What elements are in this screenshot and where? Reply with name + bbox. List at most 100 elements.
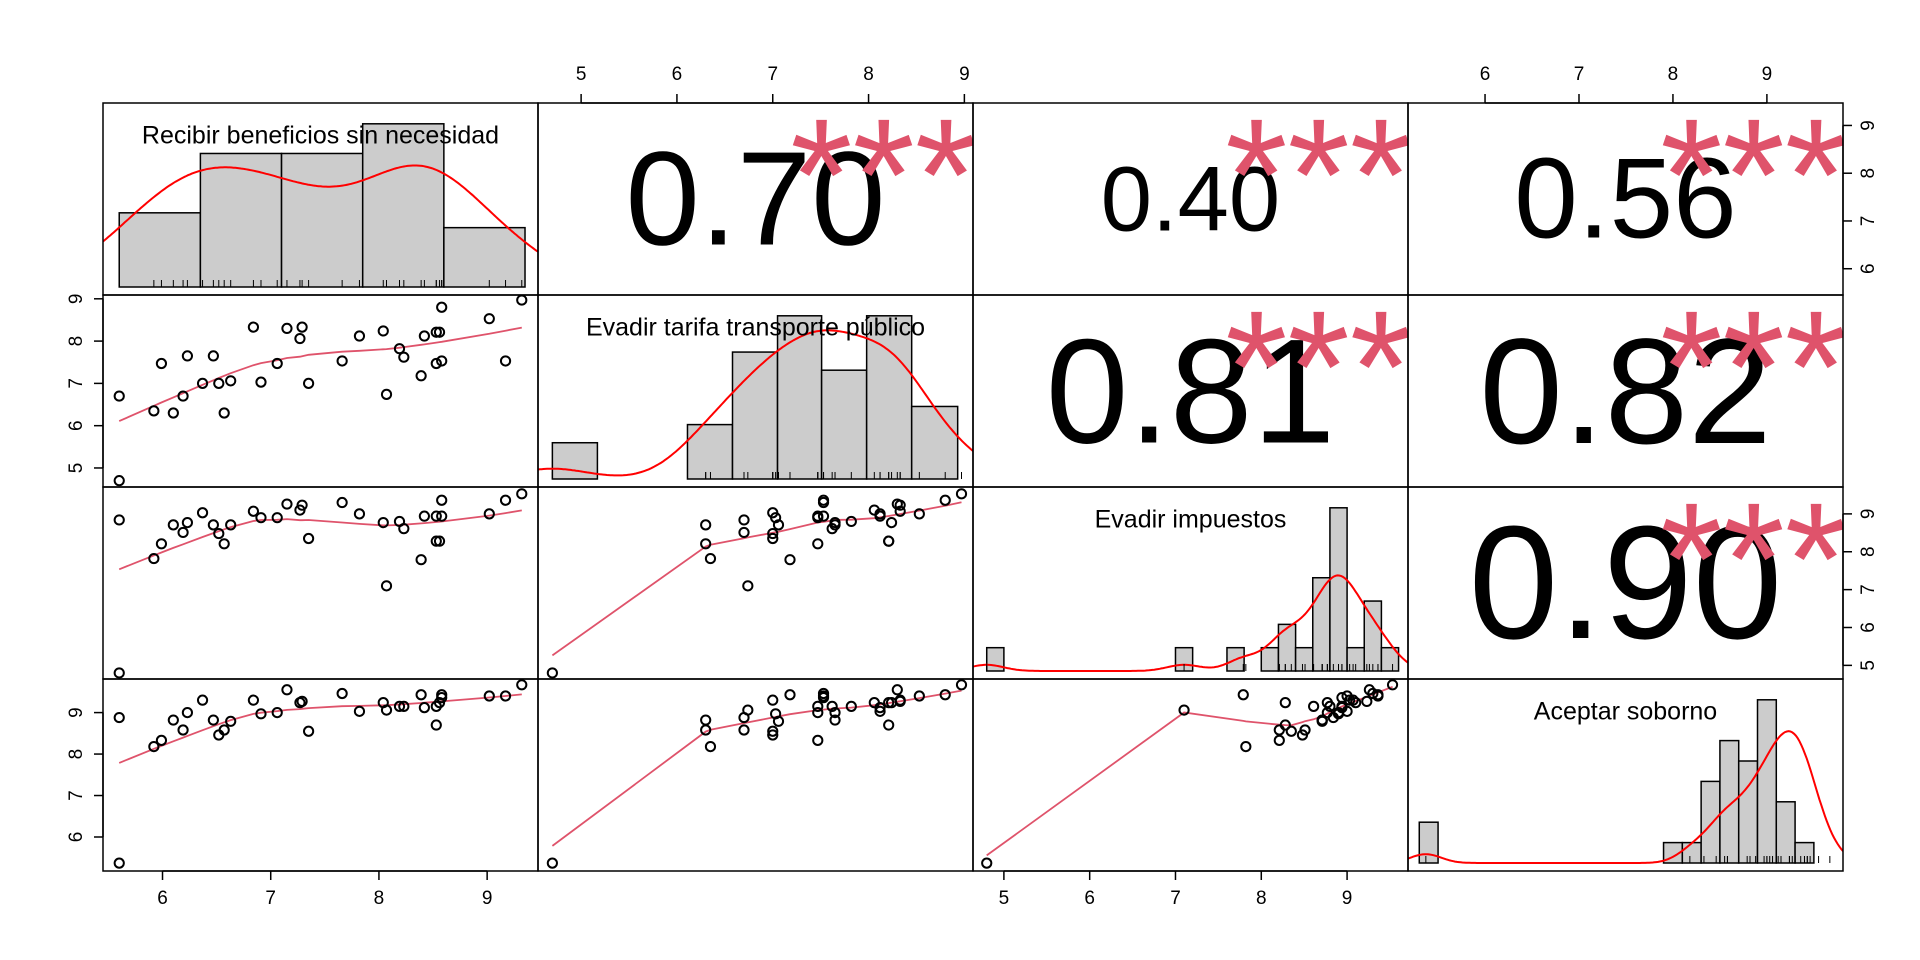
fit-line bbox=[118, 326, 522, 422]
point bbox=[294, 332, 306, 345]
y-tick-label: 7 bbox=[66, 790, 87, 801]
point bbox=[939, 689, 951, 701]
x-tick-label: 8 bbox=[863, 64, 874, 85]
correlation-value: 0.56 bbox=[1514, 136, 1736, 263]
point bbox=[770, 512, 782, 524]
point bbox=[767, 729, 779, 741]
point bbox=[418, 702, 430, 714]
point bbox=[829, 706, 841, 719]
correlation-panel: 0.70*** bbox=[625, 85, 977, 274]
point bbox=[1316, 715, 1328, 727]
point bbox=[874, 705, 886, 717]
correlation-value: 0.81 bbox=[1046, 308, 1336, 475]
point bbox=[218, 407, 230, 419]
point bbox=[296, 499, 308, 511]
histogram-bar bbox=[820, 369, 868, 480]
point bbox=[826, 523, 838, 535]
scatter-panel bbox=[546, 679, 968, 869]
correlation-panel: 0.82*** bbox=[1479, 295, 1843, 475]
y-tick-label: 8 bbox=[66, 336, 87, 347]
x-tick-label: 6 bbox=[672, 64, 683, 85]
histogram-bar bbox=[1775, 801, 1796, 864]
point bbox=[1279, 719, 1291, 731]
point bbox=[1336, 692, 1348, 704]
y-tick-label: 5 bbox=[1858, 660, 1879, 671]
point bbox=[336, 496, 348, 509]
panel-border bbox=[537, 678, 974, 872]
histogram-bar bbox=[118, 212, 202, 288]
point bbox=[336, 355, 348, 367]
x-tick-label: 8 bbox=[1256, 888, 1267, 909]
point bbox=[155, 357, 168, 370]
scatter-panel bbox=[981, 679, 1399, 869]
histogram-bar bbox=[1681, 841, 1702, 864]
point bbox=[113, 711, 125, 724]
density-curve bbox=[103, 164, 538, 253]
point bbox=[393, 343, 406, 355]
point bbox=[380, 388, 393, 400]
point bbox=[418, 510, 430, 522]
point bbox=[1296, 729, 1309, 741]
point bbox=[742, 580, 754, 592]
fit-line bbox=[551, 501, 962, 657]
point bbox=[247, 505, 260, 517]
point bbox=[247, 694, 260, 706]
x-tick-label: 9 bbox=[1762, 64, 1773, 85]
point bbox=[225, 519, 237, 531]
point bbox=[894, 499, 906, 511]
fit-line bbox=[118, 509, 522, 571]
y-tick-label: 8 bbox=[1858, 168, 1879, 179]
variable-name: Evadir tarifa transporte público bbox=[586, 314, 925, 342]
point bbox=[874, 510, 886, 522]
panel-border bbox=[102, 486, 539, 680]
point bbox=[225, 715, 237, 727]
point bbox=[738, 514, 750, 526]
point bbox=[380, 580, 393, 592]
point bbox=[1273, 724, 1285, 736]
point bbox=[546, 667, 558, 679]
x-tick-label: 7 bbox=[767, 64, 778, 85]
x-tick-label: 5 bbox=[999, 888, 1010, 909]
point bbox=[281, 684, 293, 696]
point bbox=[281, 322, 293, 335]
significance-stars: *** bbox=[790, 85, 977, 264]
point bbox=[499, 355, 512, 367]
correlation-panel: 0.90*** bbox=[1469, 487, 1843, 673]
point bbox=[113, 475, 125, 487]
point bbox=[767, 532, 779, 545]
histogram-bar bbox=[1363, 600, 1383, 672]
point bbox=[271, 512, 283, 524]
point bbox=[700, 519, 712, 531]
density-curve bbox=[1408, 730, 1843, 864]
point bbox=[430, 510, 442, 522]
point bbox=[430, 357, 442, 370]
point bbox=[817, 690, 830, 702]
point bbox=[436, 355, 448, 367]
y-tick-label: 8 bbox=[66, 749, 87, 760]
point bbox=[826, 700, 838, 712]
correlation-panel: 0.56*** bbox=[1514, 103, 1843, 264]
point bbox=[181, 706, 194, 719]
x-tick-label: 7 bbox=[265, 888, 276, 909]
point bbox=[181, 516, 194, 529]
point bbox=[155, 538, 168, 550]
correlation-value: 0.82 bbox=[1479, 307, 1771, 475]
point bbox=[883, 535, 895, 547]
point bbox=[296, 321, 308, 333]
point bbox=[955, 488, 968, 500]
y-tick-label: 9 bbox=[66, 707, 87, 718]
point bbox=[380, 704, 393, 716]
point bbox=[218, 538, 230, 550]
x-tick-label: 7 bbox=[1574, 64, 1585, 85]
point bbox=[767, 694, 779, 706]
point bbox=[955, 679, 968, 691]
point bbox=[1279, 697, 1291, 709]
point bbox=[218, 724, 230, 736]
point bbox=[436, 301, 448, 313]
y-tick-label: 5 bbox=[66, 463, 87, 474]
point bbox=[812, 538, 824, 550]
point bbox=[883, 697, 895, 709]
panel-border bbox=[1407, 678, 1844, 872]
point bbox=[113, 667, 125, 679]
